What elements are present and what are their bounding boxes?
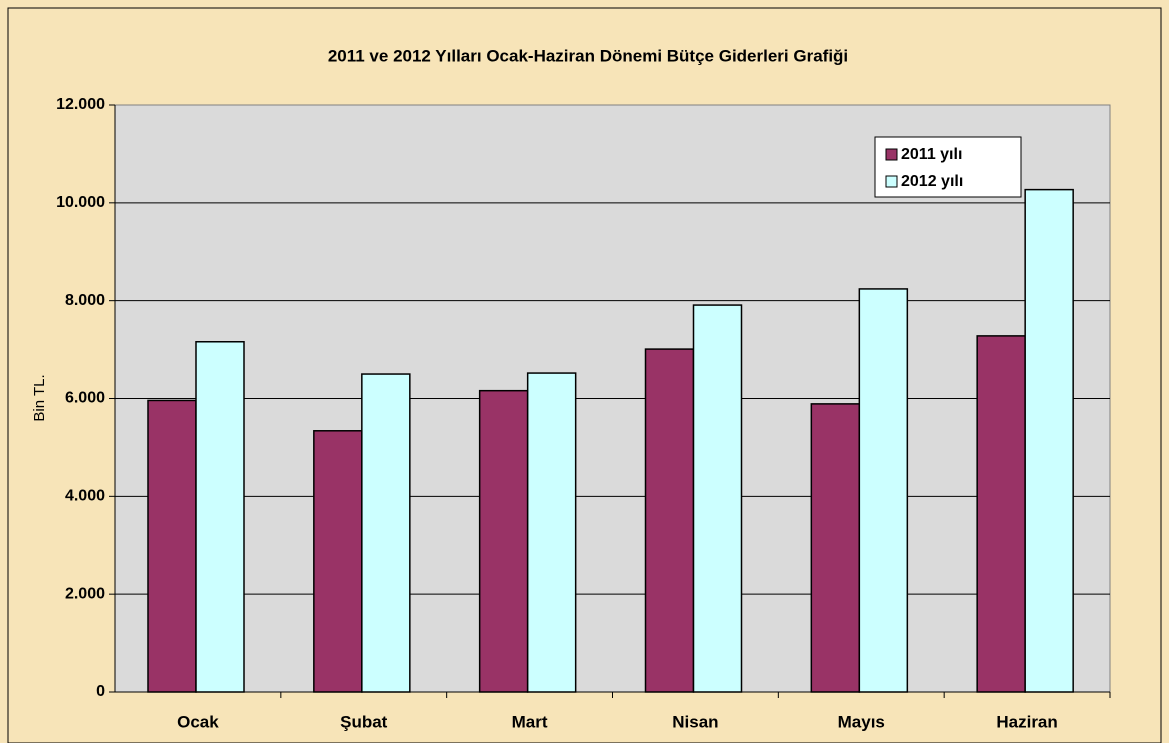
y-axis-label: Bin TL.	[31, 374, 48, 421]
x-tick-label: Mayıs	[838, 712, 885, 731]
x-tick-label: Ocak	[177, 712, 219, 731]
bar	[644, 348, 695, 693]
bar	[313, 430, 363, 693]
legend-swatch	[885, 175, 898, 188]
x-tick-label: Şubat	[340, 712, 388, 731]
y-tick-label: 12.000	[56, 96, 105, 113]
chart-border	[7, 7, 1162, 743]
legend-label: 2012 yılı	[901, 173, 963, 190]
bar	[478, 389, 529, 693]
x-tick-label: Haziran	[996, 712, 1057, 731]
legend-label: 2011 yılı	[901, 146, 962, 163]
y-tick-label: 8.000	[65, 292, 105, 309]
bar	[361, 373, 411, 693]
bar	[147, 399, 197, 693]
bar	[810, 403, 861, 693]
y-tick-label: 2.000	[65, 585, 105, 602]
y-tick-label: 4.000	[65, 488, 105, 505]
legend-swatch	[885, 148, 898, 161]
legend-box	[874, 136, 1022, 198]
y-tick-label: 0	[96, 683, 105, 700]
bar	[692, 304, 743, 693]
bar	[1024, 188, 1074, 693]
x-tick-label: Mart	[512, 712, 548, 731]
bar	[976, 335, 1026, 693]
y-tick-label: 10.000	[56, 194, 105, 211]
chart-title: 2011 ve 2012 Yılları Ocak-Haziran Dönemi…	[328, 46, 848, 65]
bar	[195, 341, 245, 693]
y-tick-label: 6.000	[65, 390, 105, 407]
x-tick-label: Nisan	[672, 712, 718, 731]
bar	[858, 288, 909, 693]
bar	[526, 372, 577, 693]
